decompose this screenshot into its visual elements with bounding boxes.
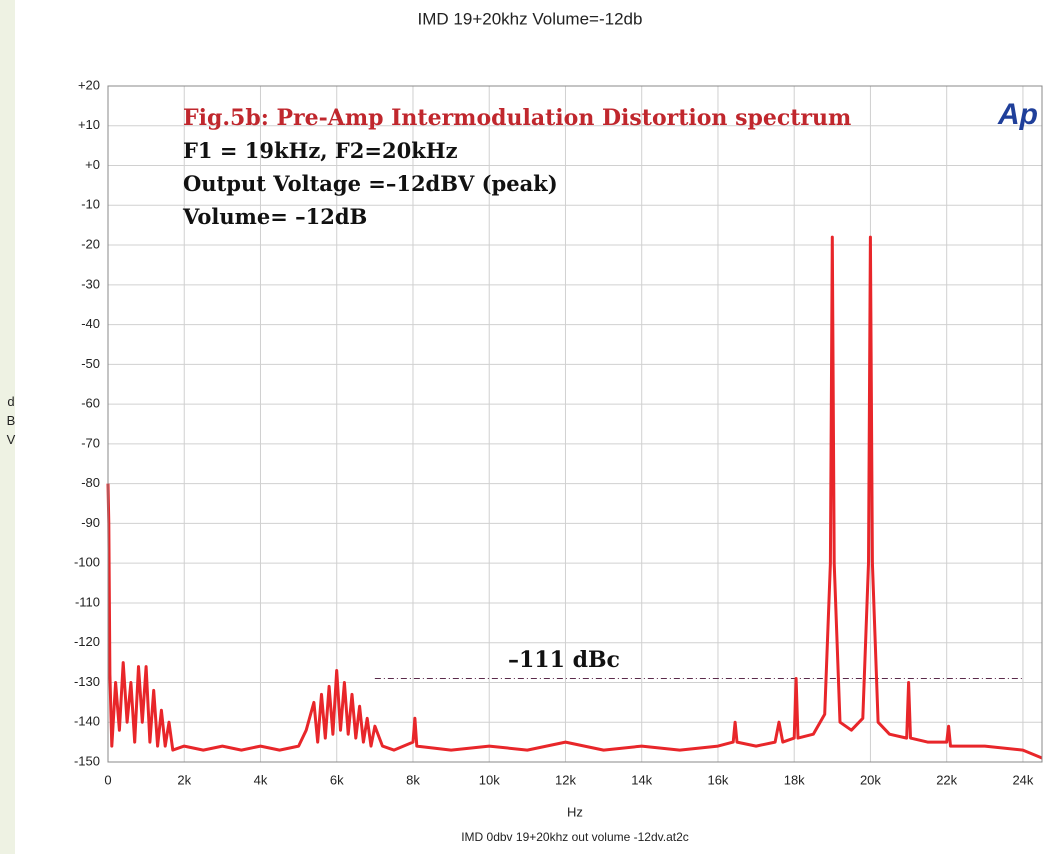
annotation: Fig.5b: Pre-Amp Intermodulation Distorti… — [183, 105, 851, 131]
y-tick-label: -100 — [74, 555, 100, 570]
plot — [106, 235, 1043, 760]
x-tick-label: 22k — [936, 772, 957, 787]
y-tick-label: -110 — [75, 594, 100, 609]
x-tick-label: 10k — [479, 772, 500, 787]
y-tick-label: +10 — [78, 117, 100, 132]
x-tick-label: 6k — [330, 772, 344, 787]
x-tick-label: 14k — [631, 772, 652, 787]
y-tick-label: +0 — [85, 157, 100, 172]
x-tick-label: 20k — [860, 772, 881, 787]
x-tick-label: 4k — [254, 772, 268, 787]
x-tick-label: 24k — [1012, 772, 1033, 787]
y-tick-label: -70 — [81, 435, 100, 450]
dbc-label: –111 dBc — [508, 647, 620, 673]
y-tick-label: -30 — [81, 276, 100, 291]
y-tick-label: -150 — [74, 753, 100, 768]
y-tick-label: -40 — [81, 316, 100, 331]
plot-frame — [107, 85, 1043, 763]
y-tick-label: +20 — [78, 77, 100, 92]
logo: Ap — [997, 98, 1038, 131]
y-tick-label: -80 — [81, 475, 100, 490]
y-tick-label: -90 — [81, 515, 100, 530]
x-tick-label: 18k — [784, 772, 805, 787]
x-tick-label: 12k — [555, 772, 576, 787]
y-tick-label: -60 — [81, 396, 100, 411]
x-tick-label: 16k — [707, 772, 728, 787]
annotation: Output Voltage =–12dBV (peak) — [183, 171, 558, 196]
y-tick-label: -10 — [81, 197, 100, 212]
y-tick-label: -20 — [81, 236, 100, 251]
spectrum-line — [106, 235, 1043, 760]
footer: IMD 0dbv 19+20khz out volume -12dv.at2c — [461, 830, 689, 844]
background — [15, 0, 1061, 854]
y-tick-label: -50 — [81, 356, 100, 371]
annotation: F1 = 19kHz, F2=20kHz — [183, 138, 458, 163]
x-tick-label: 2k — [177, 772, 191, 787]
x-tick-label: 0 — [104, 772, 111, 787]
chart-title: IMD 19+20khz Volume=-12db — [418, 9, 643, 28]
x-tick-label: 8k — [406, 772, 420, 787]
x-axis-label: Hz — [567, 804, 583, 819]
annotation: Volume= –12dB — [182, 204, 367, 229]
y-tick-label: -130 — [74, 674, 100, 689]
y-axis-label: dBV — [6, 394, 16, 447]
y-tick-label: -120 — [74, 634, 100, 649]
y-tick-label: -140 — [74, 714, 100, 729]
